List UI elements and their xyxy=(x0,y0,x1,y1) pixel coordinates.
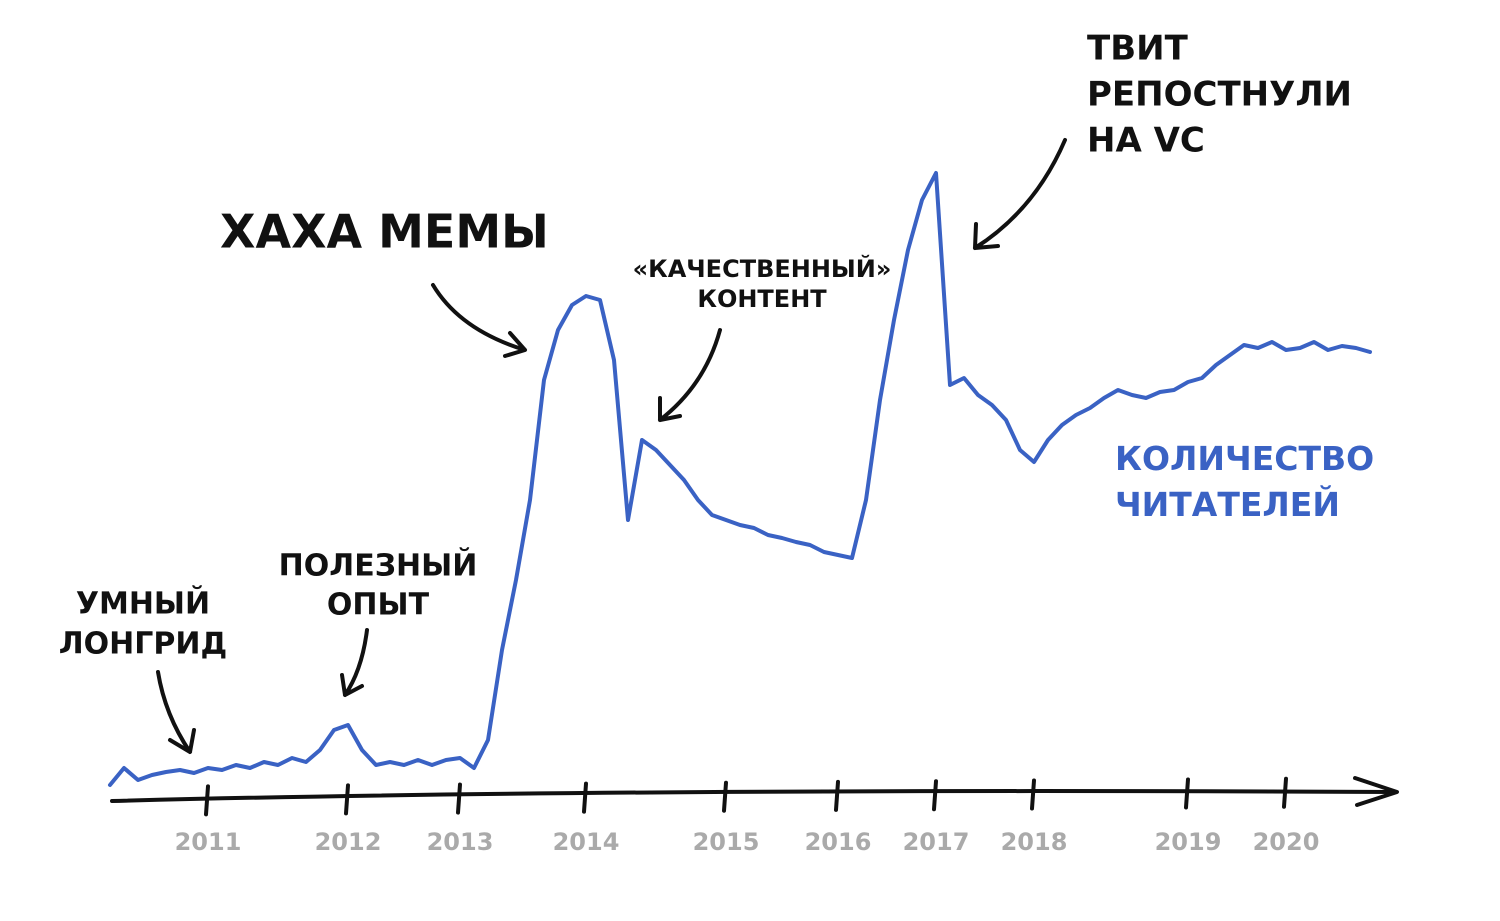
x-tick-label: 2017 xyxy=(903,828,970,856)
x-tick xyxy=(456,782,462,815)
x-axis xyxy=(110,789,1397,803)
annotation: КОНТЕНТ xyxy=(697,285,827,313)
x-tick xyxy=(834,779,840,812)
annotation: ЛОНГРИД xyxy=(59,627,227,662)
axis-arrowhead xyxy=(1353,776,1399,807)
x-tick xyxy=(204,784,210,817)
arrow xyxy=(340,628,369,697)
x-tick xyxy=(722,780,728,813)
x-tick xyxy=(932,779,938,812)
arrow xyxy=(431,283,527,358)
x-tick-label: 2013 xyxy=(427,828,494,856)
x-tick-label: 2016 xyxy=(805,828,872,856)
x-tick xyxy=(1282,776,1288,809)
annotation: НА VC xyxy=(1087,121,1205,161)
series-label: КОЛИЧЕСТВО ЧИТАТЕЛЕЙ xyxy=(1115,439,1375,524)
x-tick-label: 2015 xyxy=(693,828,760,856)
annotation: ТВИТ xyxy=(1087,29,1189,69)
x-tick-label: 2012 xyxy=(315,828,382,856)
x-tick-label: 2011 xyxy=(175,828,242,856)
x-tick-label: 2014 xyxy=(553,828,620,856)
x-tick-label: 2020 xyxy=(1253,828,1320,856)
x-tick xyxy=(1030,778,1036,811)
annotation: ОПЫТ xyxy=(327,588,430,623)
annotation: ПОЛЕЗНЫЙ xyxy=(279,548,478,584)
arrow xyxy=(156,670,196,754)
arrow xyxy=(658,328,722,422)
annotation: УМНЫЙ xyxy=(76,586,210,622)
x-tick xyxy=(344,783,350,816)
annotation: ХАХА МЕМЫ xyxy=(220,205,549,259)
x-tick-label: 2018 xyxy=(1001,828,1068,856)
x-tick-label: 2019 xyxy=(1155,828,1222,856)
annotation: «КАЧЕСТВЕННЫЙ» xyxy=(633,254,892,283)
arrow xyxy=(973,138,1067,250)
x-tick xyxy=(1184,777,1190,810)
series-line xyxy=(108,171,1372,787)
x-tick xyxy=(582,781,588,814)
annotation: РЕПОСТНУЛИ xyxy=(1087,75,1352,115)
